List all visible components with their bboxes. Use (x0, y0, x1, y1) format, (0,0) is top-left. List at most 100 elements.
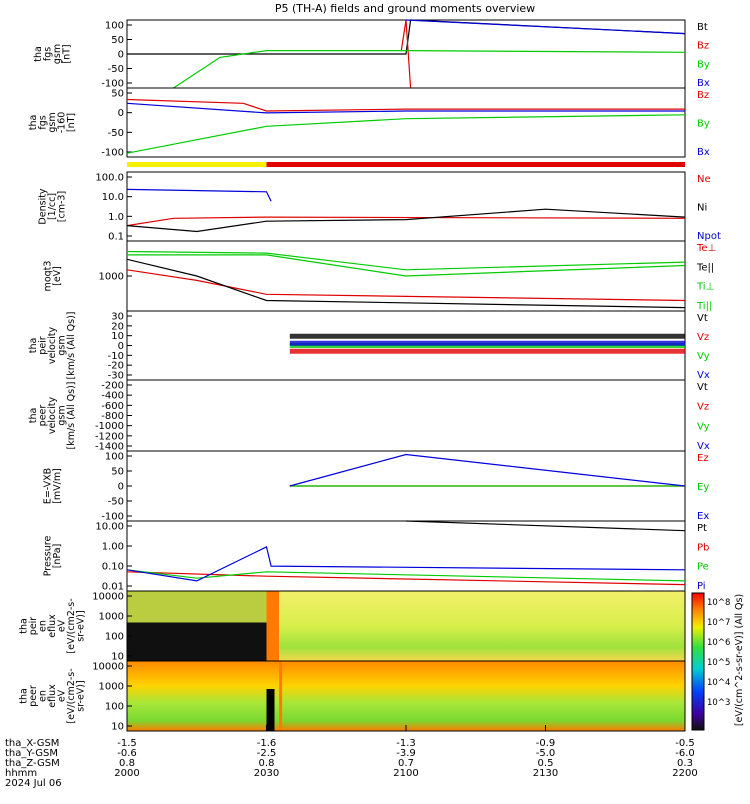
ytitle-line: fgs (42, 47, 53, 61)
series-Npot (126, 188, 272, 202)
ytitle-line: -160 (57, 112, 68, 134)
legend-entry: Vt (697, 382, 708, 393)
ytitle-line: E=-VXB (42, 468, 53, 504)
ytick-label: 0.1 (108, 232, 124, 243)
legend-entry: Ey (697, 482, 709, 493)
footer-row-label: tha_Z-GSM (5, 758, 60, 769)
ytick-label: 50 (111, 89, 124, 100)
colorbar-tick: 10^6 (707, 638, 730, 648)
footer-value: 2000 (114, 768, 139, 779)
ytick-label: -1000 (95, 421, 124, 432)
legend-entry: Bx (697, 147, 710, 158)
legend-entry: Bx (697, 78, 710, 89)
ytick-label: 50 (111, 467, 124, 478)
series-Ti|| (127, 254, 686, 277)
ytitle-line: tha (28, 115, 39, 131)
footer-value: 0.3 (677, 758, 693, 769)
footer-value: -0.9 (536, 738, 556, 749)
footer-row-label: hhmm (5, 768, 37, 779)
footer-value: 0.8 (259, 758, 275, 769)
footer-value: -0.6 (117, 748, 137, 759)
colorbar-tick: 10^5 (707, 658, 730, 668)
ytick-label: -50 (108, 128, 124, 139)
ytitle-line: eflux (47, 684, 58, 708)
ytitle-line: fgs (38, 115, 49, 129)
footer-value: 0.5 (538, 758, 554, 769)
footer-row-label: 2024 Jul 06 (5, 778, 62, 789)
ytick-label: 0 (118, 341, 124, 352)
legend-entry: Ti⊥ (696, 282, 714, 293)
ytick-label: 1000 (99, 272, 124, 283)
ytitle-line: sr-eV)] (76, 610, 87, 641)
ytitle-line: eV (57, 619, 68, 632)
colorbar-tick: 10^3 (707, 698, 730, 708)
ytick-label: 0.01 (102, 582, 124, 593)
ytick-label: 10 (111, 331, 124, 342)
ytick-label: 10.0 (102, 192, 124, 203)
legend-entry: Ni (697, 203, 707, 214)
series-Ti⊥ (126, 250, 686, 271)
footer-value: 0.8 (119, 758, 135, 769)
ytitle-line: tha (28, 408, 39, 424)
footer-value: -1.3 (396, 738, 416, 749)
ytitle-line: [nT] (61, 44, 72, 63)
panel-4: moqt3[eV] 1000 Te⊥ Te|| Ti⊥ Ti|| (42, 240, 716, 312)
footer-value: -1.6 (257, 738, 277, 749)
spectro-edge (279, 661, 283, 731)
legend-entry: Ez (697, 453, 709, 464)
ytick-label: 0 (118, 482, 124, 493)
ytitle-line: [mV/m] (52, 468, 63, 504)
ytick-label: -20 (108, 361, 124, 372)
legend-entry: By (697, 119, 710, 130)
ytick-label: -100 (101, 79, 124, 90)
ytick-label: 100 (105, 21, 124, 32)
legend-entry: Te⊥ (696, 243, 716, 254)
series-Te|| (126, 258, 686, 309)
legend-entry: Pt (697, 523, 707, 534)
legend-entry: Bz (697, 41, 709, 52)
panel-frame (126, 520, 686, 592)
legend-entry: Ti|| (696, 301, 712, 312)
footer-row-label: tha_Y-GSM (5, 748, 58, 759)
panel-3: Density[1/cc][cm-3] 100.0 10.0 1.0 0.1 Ne Ni Np… (38, 171, 721, 243)
footer-value: -3.9 (396, 748, 416, 759)
footer-value: -0.5 (675, 738, 695, 749)
ytitle-line: gsm (52, 44, 63, 64)
ytick-label: 100 (105, 702, 124, 713)
panel-7: E=-VXB[mV/m] 100 50 0 -50 -100 Ez Ey Ex (42, 450, 709, 523)
ytitle-line: [eV] (52, 266, 63, 286)
series-Pi (126, 546, 686, 582)
ytick-label: -50 (108, 497, 124, 508)
footer-value: -5.0 (536, 748, 556, 759)
ytick-label: 10000 (92, 662, 124, 673)
panel-ytitle: Density[1/cc][cm-3] (38, 188, 68, 224)
ytitle-line: [km/s (All Qs)] (66, 312, 77, 380)
ytitle-line: [km/s (All Qs)] (66, 382, 77, 450)
panel-frame (126, 379, 686, 452)
series-Ne (126, 216, 686, 227)
ytitle-line: peer (38, 405, 49, 427)
ytitle-line: peer (28, 685, 39, 707)
ytitle-line: [eV/(cm2-s- (66, 668, 77, 723)
ytitle-line: velocity (47, 397, 58, 435)
series-Pe (126, 569, 686, 582)
ytitle-line: tha (28, 338, 39, 354)
spectro-burst-column (266, 591, 280, 661)
panel-ytitle: moqt3[eV] (42, 261, 63, 292)
colorbar-scale (691, 592, 705, 731)
ytick-label: -100 (101, 148, 124, 159)
ytick-label: 1.00 (102, 542, 124, 553)
ytitle-line: tha (19, 688, 30, 704)
ytitle-line: gsm (57, 405, 68, 425)
legend-entry: Te|| (696, 262, 714, 273)
legend-entry: By (697, 59, 710, 70)
